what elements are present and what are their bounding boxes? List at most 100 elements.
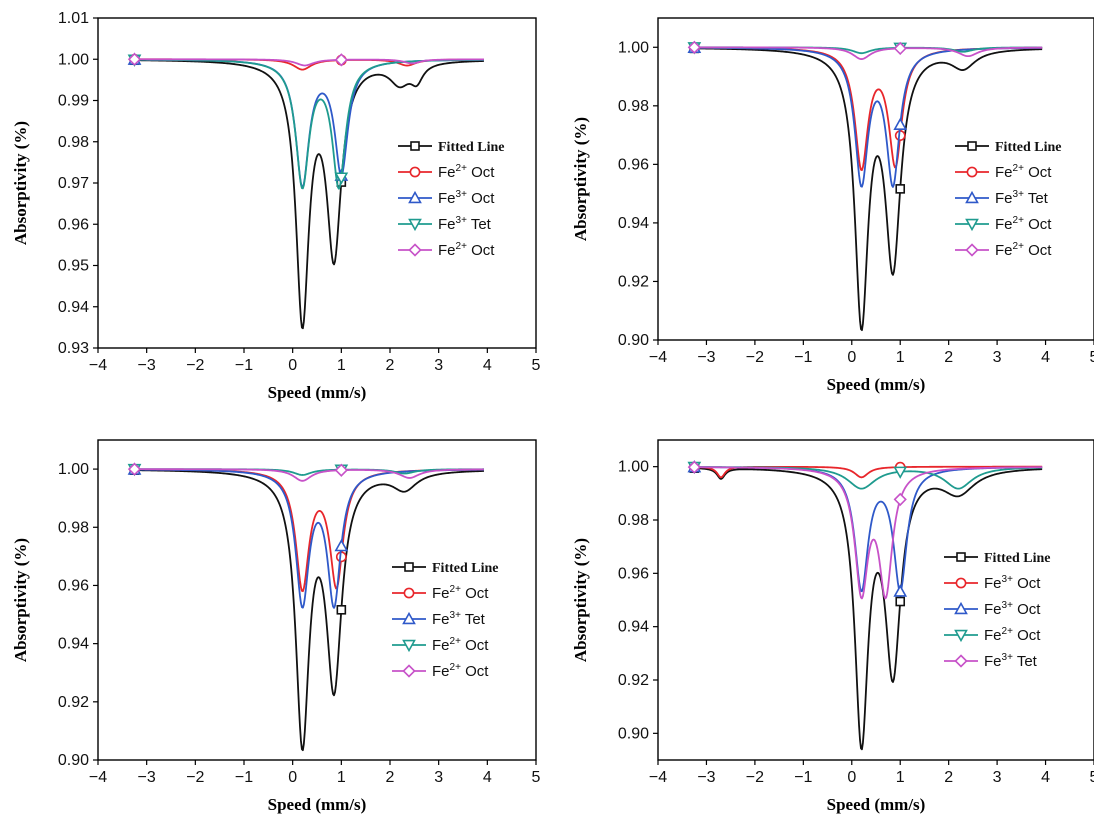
x-tick-label: −4 — [649, 349, 667, 366]
x-tick-label: 4 — [1041, 769, 1050, 786]
y-tick-label: 0.90 — [618, 725, 649, 742]
legend-marker — [965, 243, 979, 257]
legend-marker — [966, 166, 978, 178]
legend-label: Fitted Line — [432, 561, 499, 576]
y-tick-label: 0.95 — [58, 258, 89, 275]
legend-label: Fitted Line — [995, 140, 1062, 155]
legend-label: Fe3+ Oct — [984, 574, 1041, 592]
x-tick-label: 5 — [1090, 769, 1094, 786]
legend-marker — [954, 654, 968, 668]
legend-label: Fe2+ Oct — [995, 163, 1052, 181]
y-tick-label: 0.92 — [618, 273, 649, 290]
series-line — [694, 467, 1043, 751]
x-tick-label: 0 — [288, 357, 297, 374]
series-line — [134, 58, 484, 189]
x-tick-label: −2 — [746, 349, 764, 366]
legend-label: Fitted Line — [438, 140, 505, 155]
legend-label: Fe3+ Tet — [432, 610, 486, 628]
legend-marker — [408, 218, 422, 232]
legend-marker — [402, 664, 416, 678]
series-marker — [334, 172, 349, 185]
legend-label: Fitted Line — [984, 551, 1051, 566]
x-tick-label: 2 — [944, 769, 953, 786]
legend-label: Fe2+ Oct — [432, 584, 489, 602]
x-tick-label: 2 — [944, 349, 953, 366]
series-marker — [336, 605, 347, 615]
y-tick-label: 0.96 — [58, 216, 89, 233]
x-tick-label: 5 — [532, 357, 541, 374]
legend-label: Fe3+ Oct — [438, 189, 495, 207]
x-tick-label: 0 — [847, 349, 856, 366]
legend-marker — [955, 577, 967, 589]
plot-frame — [657, 17, 1094, 341]
x-tick-label: −1 — [235, 769, 253, 786]
x-tick-label: 3 — [993, 349, 1002, 366]
legend-marker — [402, 611, 416, 625]
legend: Fitted Line Fe3+ Oct Fe3+ Oct Fe2+ Oct Fe3+ … — [944, 551, 1051, 670]
series-marker — [893, 117, 908, 130]
legend-marker — [967, 141, 977, 151]
x-tick-label: 4 — [483, 357, 492, 374]
chart-panel-3: −4 −3 −2 −1 0 1 2 3 4 5 0.90 0.92 0.94 0.96 0.98 1.00 Sp… — [11, 439, 541, 814]
legend: Fitted Line Fe2+ Oct Fe3+ Tet Fe2+ Oct Fe2+ … — [392, 561, 499, 680]
y-axis-title: Absorptivity (%) — [571, 538, 590, 662]
y-tick-label: 0.93 — [58, 340, 89, 357]
y-tick-label: 0.90 — [618, 332, 649, 349]
y-tick-label: 1.01 — [58, 10, 89, 27]
y-tick-label: 0.94 — [618, 619, 649, 636]
series-marker — [127, 462, 142, 476]
series-marker — [893, 584, 908, 597]
y-tick-label: 0.94 — [58, 636, 89, 653]
x-tick-label: −3 — [697, 349, 715, 366]
x-tick-label: −3 — [138, 357, 156, 374]
y-tick-label: 0.96 — [618, 565, 649, 582]
y-tick-label: 0.99 — [58, 93, 89, 110]
legend-label: Fe3+ Tet — [995, 189, 1049, 207]
y-tick-label: 0.98 — [58, 519, 89, 536]
legend-marker — [965, 218, 979, 232]
series-marker — [895, 596, 906, 607]
x-tick-label: 1 — [896, 349, 905, 366]
series-line — [134, 58, 484, 190]
x-tick-label: 2 — [386, 357, 395, 374]
series-line — [694, 466, 1043, 600]
x-tick-label: −3 — [697, 769, 715, 786]
legend-marker — [965, 190, 979, 204]
series-marker — [334, 53, 348, 67]
series-marker — [334, 463, 348, 477]
series-line — [694, 46, 1043, 188]
y-tick-label: 0.96 — [58, 577, 89, 594]
x-tick-label: 3 — [434, 769, 443, 786]
y-tick-label: 1.00 — [58, 51, 89, 68]
series-marker — [687, 460, 701, 474]
series-marker — [893, 41, 907, 56]
chart-panel-2: −4 −3 −2 −1 0 1 2 3 4 5 0.90 0.92 0.94 0.96 0.98 1.00 Sp… — [571, 17, 1094, 394]
x-tick-label: 1 — [337, 769, 346, 786]
legend-label: Fe2+ Oct — [432, 662, 489, 680]
x-tick-label: −2 — [186, 769, 204, 786]
series-marker — [127, 52, 142, 66]
legend-label: Fe2+ Oct — [432, 636, 489, 654]
x-tick-label: −2 — [186, 357, 204, 374]
x-axis-title: Speed (mm/s) — [827, 375, 926, 394]
x-tick-label: 0 — [288, 769, 297, 786]
y-tick-label: 1.00 — [58, 461, 89, 478]
x-tick-label: 4 — [1041, 349, 1050, 366]
series-marker — [687, 40, 701, 54]
y-tick-label: 0.94 — [58, 299, 89, 316]
legend-marker — [404, 562, 414, 572]
x-tick-label: 3 — [434, 357, 443, 374]
legend-label: Fe2+ Oct — [995, 241, 1052, 259]
legend-label: Fe3+ Tet — [984, 652, 1038, 670]
series-line — [694, 47, 1043, 332]
x-tick-label: 1 — [896, 769, 905, 786]
legend-marker — [408, 243, 422, 257]
y-tick-label: 0.92 — [58, 694, 89, 711]
series-line — [694, 466, 1043, 490]
x-tick-label: −1 — [235, 357, 253, 374]
series-line — [694, 46, 1043, 172]
y-tick-label: 0.90 — [58, 752, 89, 769]
legend-label: Fe2+ Oct — [438, 163, 495, 181]
x-tick-label: 4 — [483, 769, 492, 786]
